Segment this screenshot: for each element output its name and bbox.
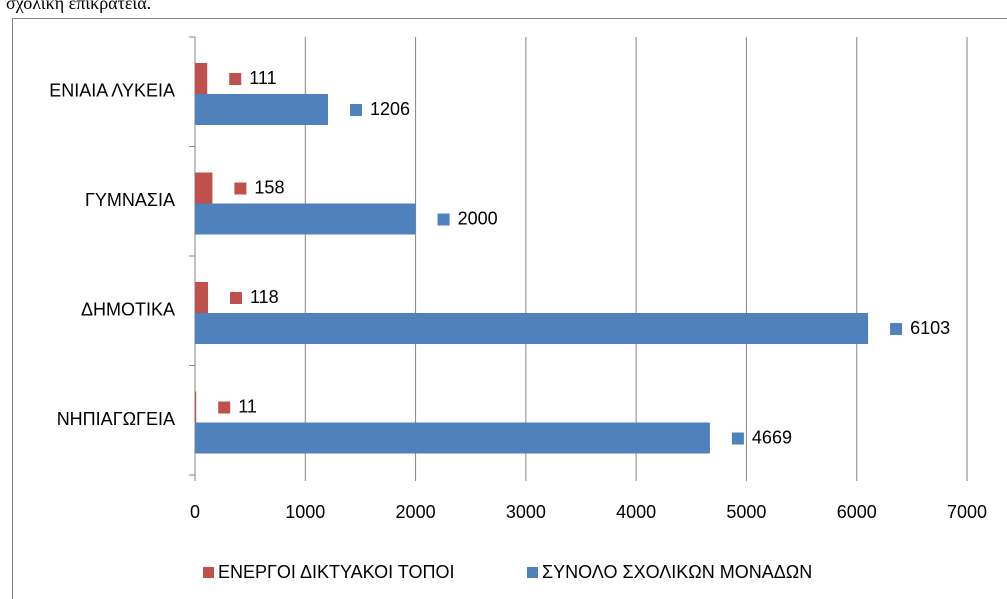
x-tick-label: 5000 <box>726 502 766 522</box>
legend-label: ΕΝΕΡΓΟΙ ΔΙΚΤΥΑΚΟΙ ΤΟΠΟΙ <box>218 562 454 582</box>
label-key <box>890 323 903 335</box>
bar <box>195 313 869 344</box>
data-label: 118 <box>250 287 279 307</box>
y-tick-label: ΝΗΠΙΑΓΩΓΕΙΑ <box>57 409 175 429</box>
x-tick-label: 0 <box>190 502 200 522</box>
label-key <box>229 73 242 85</box>
label-key <box>230 292 243 304</box>
label-key <box>234 182 247 195</box>
data-label: 6103 <box>910 318 950 338</box>
chart-border <box>12 18 1007 599</box>
x-tick-label: 6000 <box>837 502 877 522</box>
bar <box>195 282 209 313</box>
y-tick-label: ΕΝΙΑΙΑ ΛΥΚΕΙΑ <box>49 81 175 101</box>
label-key <box>731 432 744 445</box>
legend-key <box>203 567 214 578</box>
x-tick-label: 3000 <box>506 502 546 522</box>
label-key <box>350 104 363 116</box>
data-label: 4669 <box>752 427 792 447</box>
legend-key <box>527 567 538 578</box>
bar <box>195 422 710 454</box>
x-tick-label: 1000 <box>285 502 325 522</box>
bar <box>195 63 208 94</box>
x-tick-label: 4000 <box>616 502 656 522</box>
data-label: 11 <box>238 396 257 416</box>
bar <box>195 94 329 125</box>
bar <box>195 391 197 423</box>
legend-label: ΣΥΝΟΛΟ ΣΧΟΛΙΚΩΝ ΜΟΝΑΔΩΝ <box>542 562 812 582</box>
x-tick-label: 2000 <box>396 502 436 522</box>
data-label: 1206 <box>370 99 410 119</box>
bar <box>195 172 213 204</box>
bar <box>195 203 416 235</box>
data-label: 111 <box>249 68 276 88</box>
y-tick-label: ΔΗΜΟΤΙΚΑ <box>81 300 175 320</box>
label-key <box>218 401 231 414</box>
data-label: 158 <box>254 177 284 197</box>
data-label: 2000 <box>458 208 498 228</box>
x-tick-label: 7000 <box>947 502 987 522</box>
caption: σχολική επικράτεια. <box>6 0 151 13</box>
y-tick-label: ΓΥΜΝΑΣΙΑ <box>85 190 175 210</box>
label-key <box>437 213 450 226</box>
